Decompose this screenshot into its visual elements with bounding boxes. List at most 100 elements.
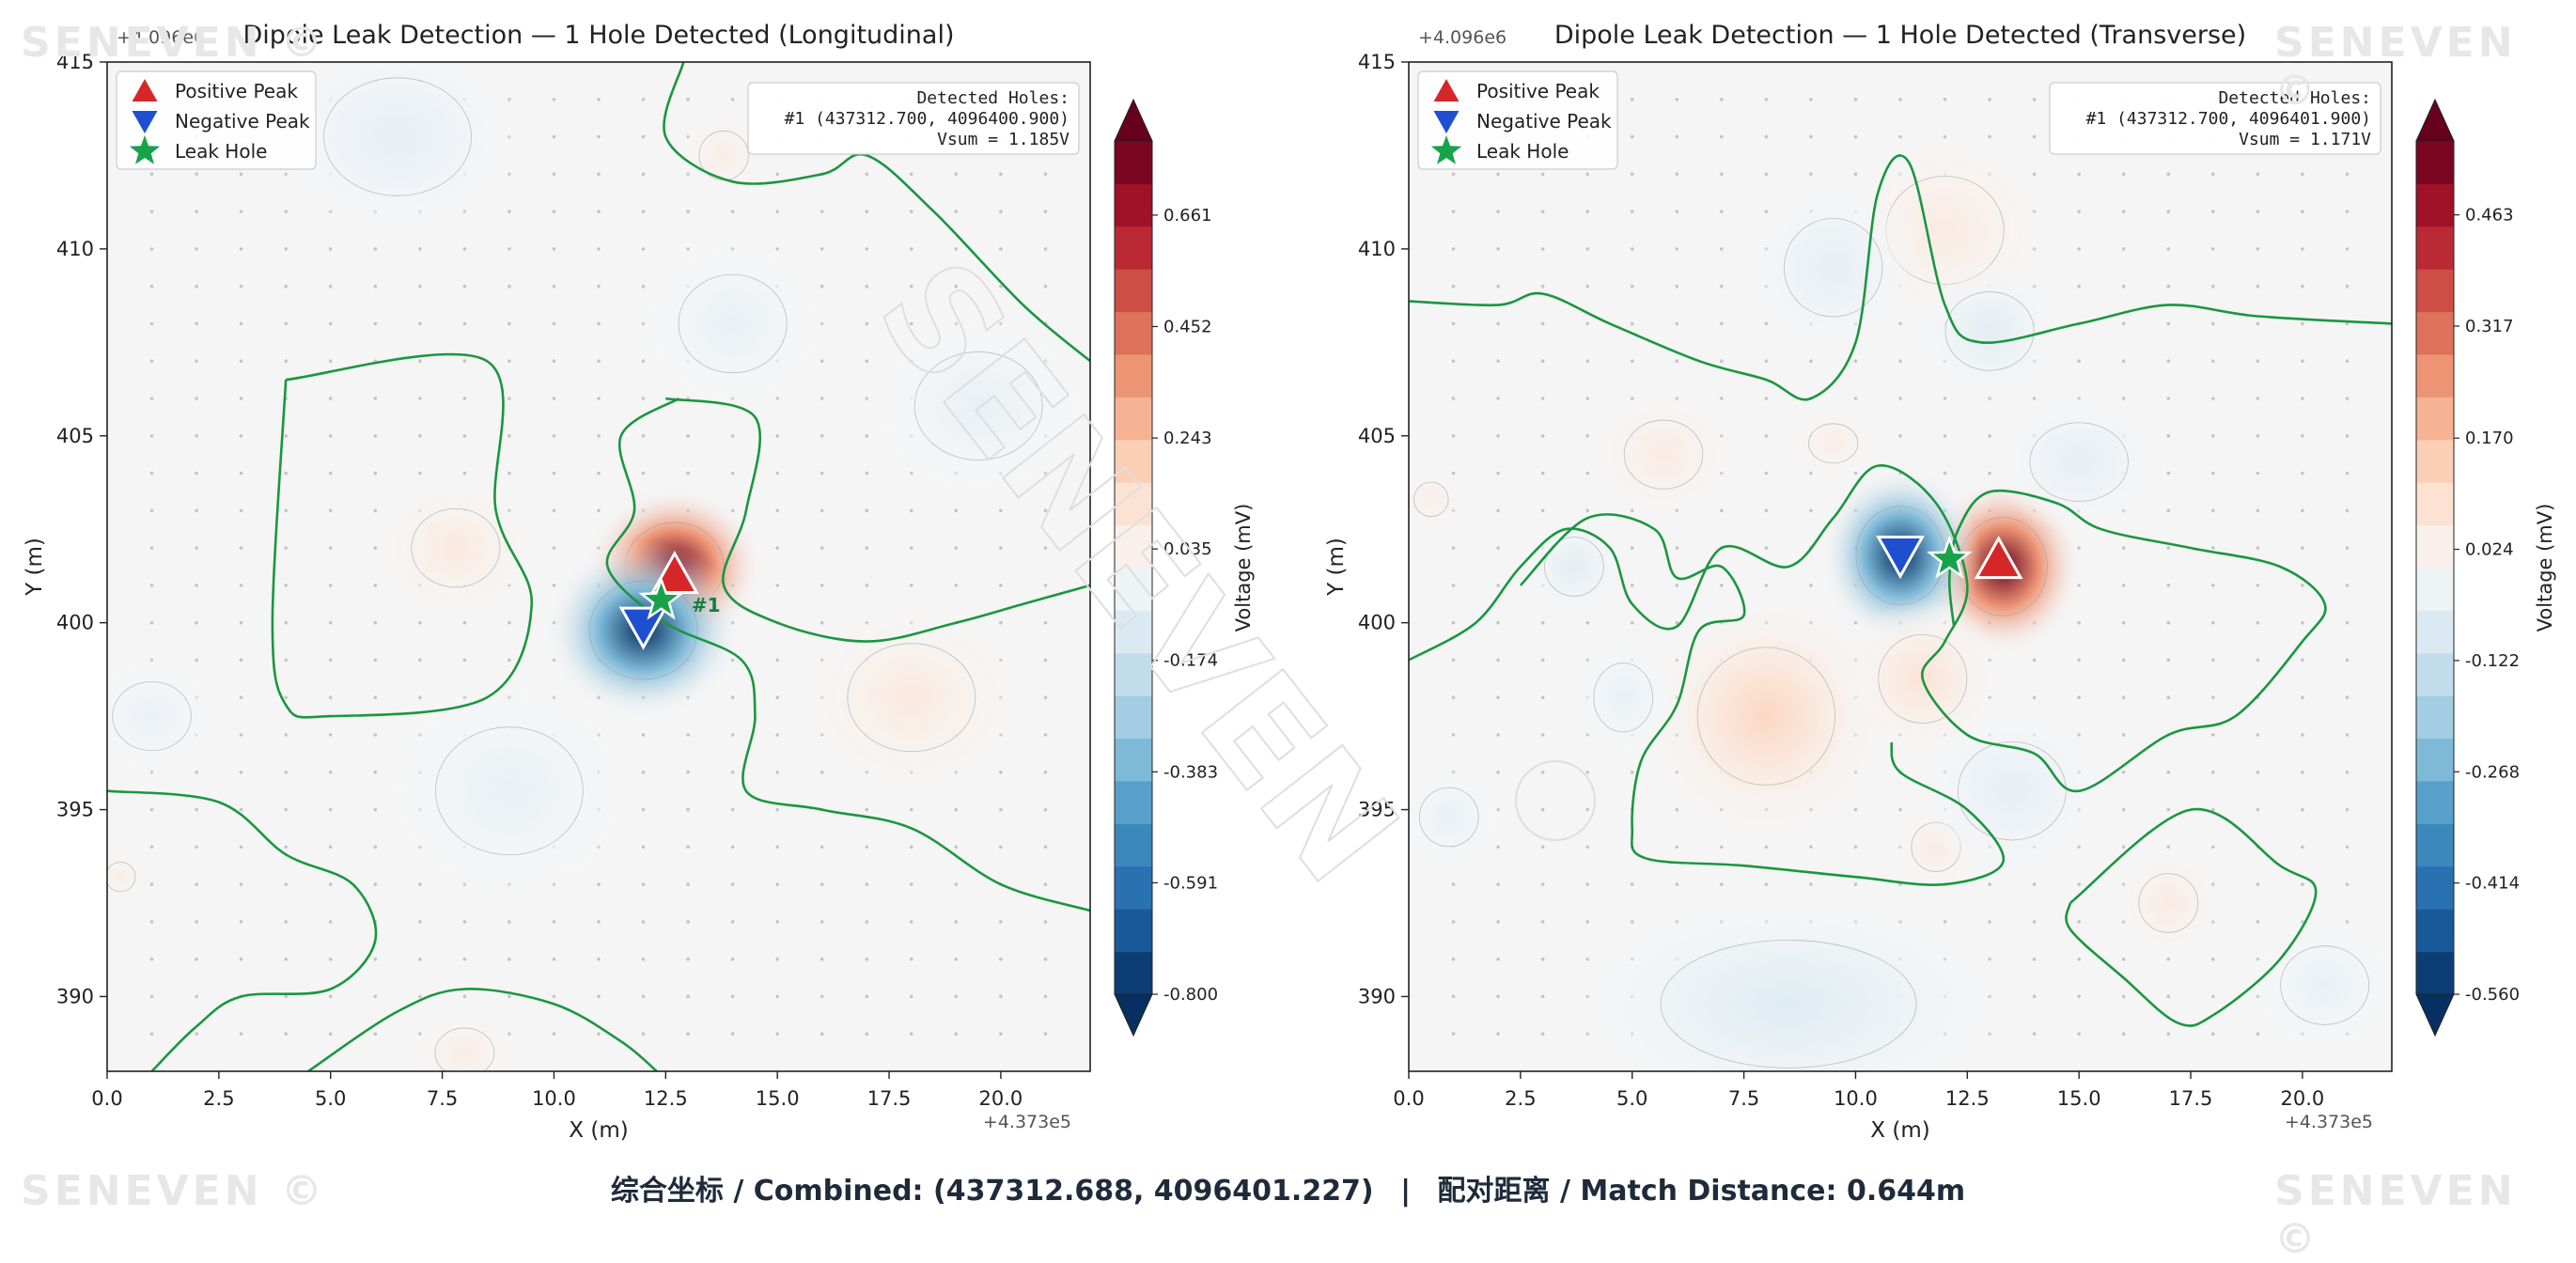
sample-point	[373, 471, 378, 476]
sample-point	[462, 620, 467, 625]
voltage-blob	[1409, 763, 1503, 871]
sample-point	[1540, 508, 1545, 513]
sample-point	[954, 882, 959, 886]
legend-box	[116, 70, 317, 170]
sample-point	[1585, 284, 1589, 288]
sample-point	[1496, 695, 1500, 699]
sample-point	[239, 172, 243, 177]
voltage-contour	[2138, 873, 2199, 933]
sample-point	[284, 434, 289, 438]
sample-point	[2211, 620, 2215, 625]
sample-point	[328, 957, 333, 961]
sample-point	[195, 807, 198, 812]
colorbar-label: Voltage (mV)	[1232, 504, 1255, 632]
sample-point	[1720, 134, 1724, 139]
sample-point	[552, 508, 556, 513]
sample-point	[2077, 957, 2081, 961]
sample-point	[2211, 1032, 2215, 1036]
sample-point	[641, 882, 646, 886]
colorbar-band	[2416, 823, 2454, 867]
sample-point	[2256, 508, 2260, 513]
sample-point	[2121, 584, 2126, 587]
sample-point	[910, 845, 913, 850]
sample-point	[820, 620, 824, 625]
sample-point	[1675, 584, 1679, 587]
colorbar-tick-label: -0.122	[2465, 651, 2520, 671]
sample-point	[149, 920, 154, 924]
legend-marker-star	[1430, 135, 1462, 164]
sample-point	[462, 471, 467, 476]
colorbar-band	[2416, 909, 2454, 953]
sample-point	[641, 471, 646, 476]
sample-point	[462, 284, 467, 288]
sample-point	[1764, 434, 1769, 438]
sample-point	[2077, 210, 2081, 213]
sample-point	[2211, 695, 2215, 699]
sample-point	[1496, 733, 1500, 737]
sample-point	[2211, 994, 2215, 999]
colorbar-band	[1115, 311, 1152, 355]
sample-point	[2121, 397, 2126, 400]
sample-point	[507, 471, 511, 476]
sample-point	[149, 172, 154, 177]
sample-point	[1675, 284, 1679, 288]
sample-point	[2166, 546, 2171, 550]
sample-point	[775, 807, 779, 812]
sample-point	[641, 920, 646, 924]
sample-point	[686, 98, 690, 101]
voltage-contour	[1957, 741, 2067, 841]
sample-point	[328, 1032, 333, 1036]
voltage-contour	[913, 351, 1043, 460]
sample-point	[2077, 172, 2081, 177]
sample-point	[507, 920, 511, 924]
voltage-contour	[112, 681, 192, 752]
sample-point	[954, 584, 959, 587]
sample-point	[284, 620, 289, 625]
colorbar-band	[2416, 781, 2454, 824]
sample-point	[2121, 546, 2126, 550]
sample-point	[865, 1032, 869, 1036]
sample-point	[597, 434, 601, 438]
sample-point	[1675, 321, 1679, 326]
sample-point	[552, 284, 556, 288]
zero-contour-line	[1409, 154, 2392, 401]
sample-point	[2256, 247, 2260, 251]
sample-point	[328, 658, 333, 663]
sample-point	[1943, 471, 1947, 476]
sample-point	[239, 620, 243, 625]
sample-point	[328, 845, 333, 850]
voltage-contour	[588, 580, 698, 680]
colorbar-band	[2416, 951, 2454, 995]
sample-point	[954, 172, 959, 177]
info-box-frame	[2049, 82, 2381, 155]
sample-point	[2256, 546, 2260, 550]
sample-point	[999, 807, 1003, 812]
colorbar-band	[1115, 951, 1152, 995]
sample-point	[328, 733, 333, 737]
voltage-blob	[1409, 468, 1463, 531]
sample-point	[195, 321, 198, 326]
sample-point	[1943, 397, 1947, 400]
info-box-line: Detected Holes:	[916, 88, 1069, 108]
sample-point	[1540, 733, 1545, 737]
sample-point	[2345, 247, 2350, 251]
voltage-blob	[1569, 634, 1678, 760]
sample-point	[999, 994, 1003, 999]
sample-point	[2166, 247, 2171, 251]
sample-point	[1585, 471, 1589, 476]
colorbar-band	[2416, 738, 2454, 782]
sample-point	[552, 920, 556, 924]
sample-point	[195, 397, 198, 400]
sample-point	[239, 920, 243, 924]
sample-point	[1585, 882, 1589, 886]
sample-point	[149, 807, 154, 812]
sample-point	[1496, 882, 1500, 886]
sample-point	[373, 658, 378, 663]
sample-point	[1720, 882, 1724, 886]
y-tick-label: 400	[1358, 612, 1396, 634]
colorbar-band	[1115, 781, 1152, 824]
colorbar-band	[2416, 269, 2454, 313]
sample-point	[597, 397, 601, 400]
sample-point	[239, 210, 243, 213]
sample-point	[284, 695, 289, 699]
